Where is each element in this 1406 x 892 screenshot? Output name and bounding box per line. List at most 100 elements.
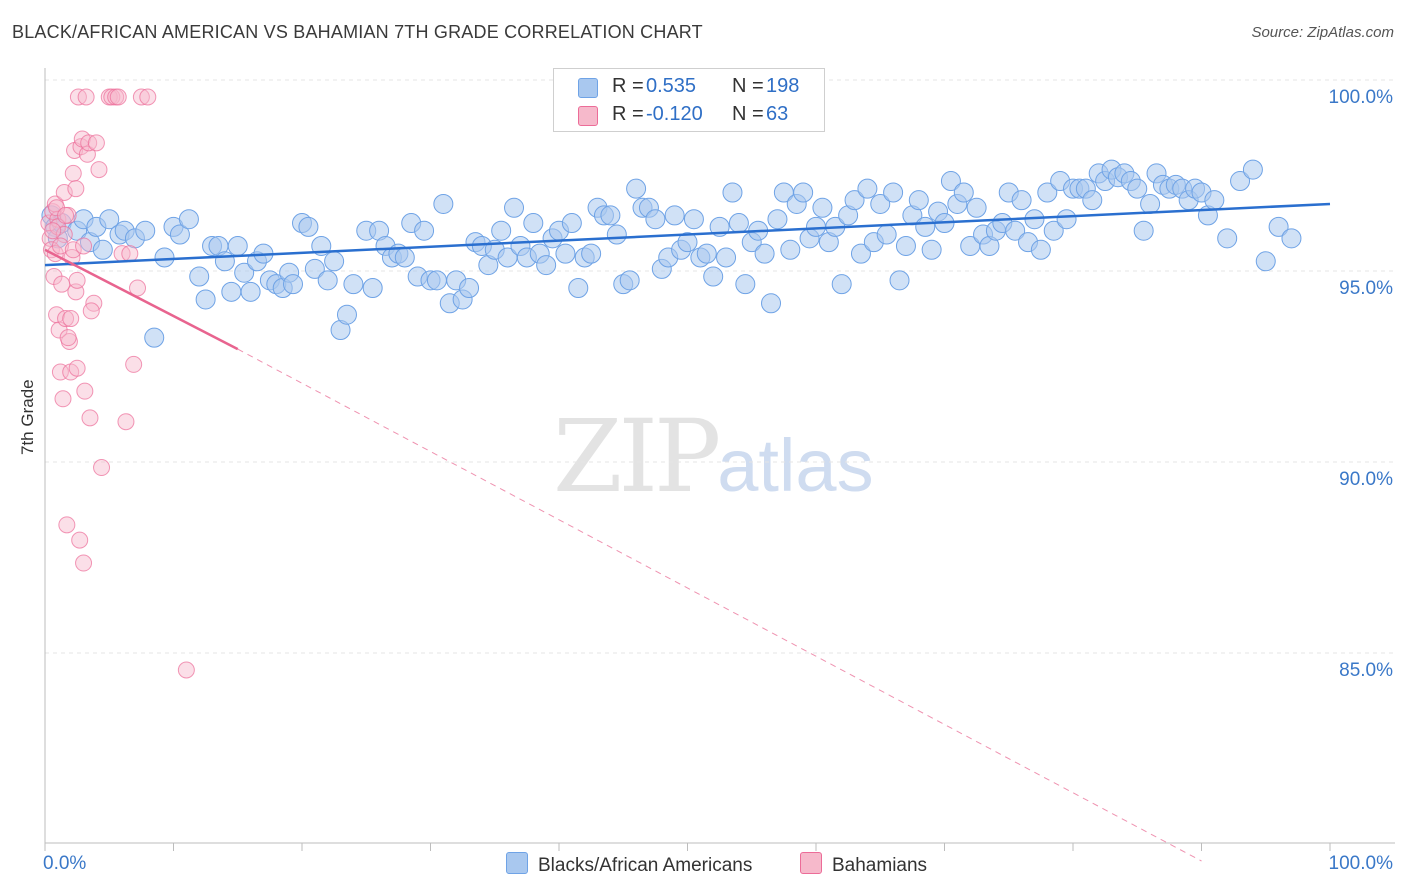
blacks-point bbox=[343, 274, 364, 295]
legend-r-value: -0.120 bbox=[646, 103, 703, 125]
legend-n-label: N = bbox=[732, 75, 764, 97]
blacks-point bbox=[214, 251, 235, 272]
blacks-point bbox=[677, 232, 698, 253]
blacks-point bbox=[1268, 216, 1289, 237]
blacks-point bbox=[459, 278, 480, 298]
bottom-legend-label: Bahamians bbox=[832, 855, 928, 876]
blacks-point bbox=[1056, 209, 1077, 230]
source-label: Source: ZipAtlas.com bbox=[1251, 24, 1394, 41]
bahamians-point bbox=[68, 271, 86, 289]
blacks-point bbox=[169, 224, 190, 245]
blacks-point bbox=[1082, 190, 1103, 211]
blacks-point bbox=[600, 205, 621, 226]
bahamians-point bbox=[103, 88, 121, 106]
blacks-point bbox=[144, 327, 165, 348]
bahamians-point bbox=[68, 359, 86, 377]
blacks-point bbox=[283, 274, 304, 295]
blacks-point bbox=[921, 239, 942, 260]
bahamians-point bbox=[51, 363, 69, 381]
bahamians-point bbox=[139, 88, 157, 106]
blacks-point bbox=[722, 182, 743, 203]
blacks-point bbox=[953, 182, 974, 203]
blacks-point bbox=[99, 209, 120, 230]
blacks-point bbox=[394, 247, 415, 268]
blacks-point bbox=[154, 247, 175, 268]
blacks-point bbox=[1140, 193, 1161, 214]
bahamians-point bbox=[75, 237, 93, 255]
bahamians-point bbox=[67, 180, 85, 198]
blacks-point bbox=[1011, 190, 1032, 211]
legend-r-label: R = bbox=[612, 103, 644, 125]
blacks-point bbox=[664, 205, 685, 226]
blacks-point bbox=[504, 197, 525, 218]
bahamians-trend-extension bbox=[237, 348, 1202, 862]
bottom-legend-swatch-blue bbox=[506, 852, 528, 874]
bahamians-point bbox=[71, 531, 89, 549]
bahamians-point bbox=[129, 279, 147, 297]
watermark-zip: ZIP bbox=[553, 398, 721, 515]
blacks-point bbox=[883, 182, 904, 203]
y-tick-label: 95.0% bbox=[1339, 278, 1393, 299]
bahamians-point bbox=[76, 382, 94, 400]
bottom-legend-swatch-pink bbox=[800, 852, 822, 874]
blacks-point bbox=[683, 209, 704, 230]
legend-row-blacks: R = 0.535 N = 198 bbox=[554, 73, 824, 101]
blacks-point bbox=[317, 270, 338, 291]
blacks-point bbox=[844, 190, 865, 211]
bahamians-point bbox=[77, 88, 95, 106]
bahamians-point bbox=[109, 88, 127, 106]
blacks-point bbox=[754, 243, 775, 264]
blacks-trend-line bbox=[44, 202, 1331, 267]
blacks-point bbox=[189, 266, 210, 287]
blacks-point bbox=[304, 258, 325, 279]
blacks-point bbox=[696, 243, 717, 264]
bahamians-point bbox=[82, 302, 100, 320]
blacks-point bbox=[221, 281, 242, 302]
blacks-point bbox=[426, 270, 447, 291]
chart-title: BLACK/AFRICAN AMERICAN VS BAHAMIAN 7TH G… bbox=[12, 22, 703, 42]
blacks-point bbox=[1217, 228, 1238, 249]
blacks-point bbox=[895, 235, 916, 256]
blacks-point bbox=[626, 178, 647, 199]
legend-row-bahamians: R = -0.120 N = 63 bbox=[554, 101, 824, 129]
blacks-point bbox=[298, 216, 319, 237]
blacks-point bbox=[433, 193, 454, 214]
bahamians-point bbox=[117, 413, 135, 431]
bahamians-point bbox=[87, 134, 105, 152]
legend-swatch-pink bbox=[578, 106, 598, 126]
blacks-point bbox=[178, 209, 199, 230]
blacks-point bbox=[362, 278, 383, 298]
blacks-point bbox=[1230, 171, 1251, 192]
bahamians-point bbox=[62, 310, 80, 328]
blacks-point bbox=[1281, 228, 1302, 249]
y-tick-label: 85.0% bbox=[1339, 660, 1393, 681]
blacks-point bbox=[234, 262, 255, 283]
blacks-point bbox=[227, 235, 248, 256]
legend-n-value: 63 bbox=[766, 103, 789, 125]
blacks-point bbox=[555, 243, 576, 264]
blacks-point bbox=[857, 178, 878, 199]
stats-legend: R = 0.535 N = 198 R = -0.120 N = 63 bbox=[553, 68, 825, 132]
blacks-point bbox=[812, 197, 833, 218]
blacks-point bbox=[793, 182, 814, 203]
blacks-point bbox=[336, 304, 357, 325]
bahamians-point bbox=[90, 161, 108, 179]
y-tick-label: 100.0% bbox=[1329, 87, 1394, 108]
blacks-point bbox=[1030, 239, 1051, 260]
bahamians-point bbox=[64, 241, 82, 259]
bahamians-point bbox=[64, 164, 82, 182]
blacks-point bbox=[568, 278, 589, 298]
blacks-point bbox=[940, 171, 961, 192]
bahamians-point bbox=[54, 390, 72, 408]
blacks-point bbox=[523, 213, 544, 234]
blacks-point bbox=[915, 216, 936, 237]
bahamians-point bbox=[40, 214, 58, 232]
legend-n-value: 198 bbox=[766, 75, 800, 97]
blacks-point bbox=[728, 213, 749, 234]
blacks-point bbox=[414, 220, 435, 241]
blacks-point bbox=[324, 251, 345, 272]
blacks-point bbox=[645, 209, 666, 230]
bottom-legend-blacks: Blacks/African Americans bbox=[506, 852, 752, 877]
blacks-point bbox=[1005, 220, 1026, 241]
x-tick-label: 0.0% bbox=[43, 853, 86, 874]
